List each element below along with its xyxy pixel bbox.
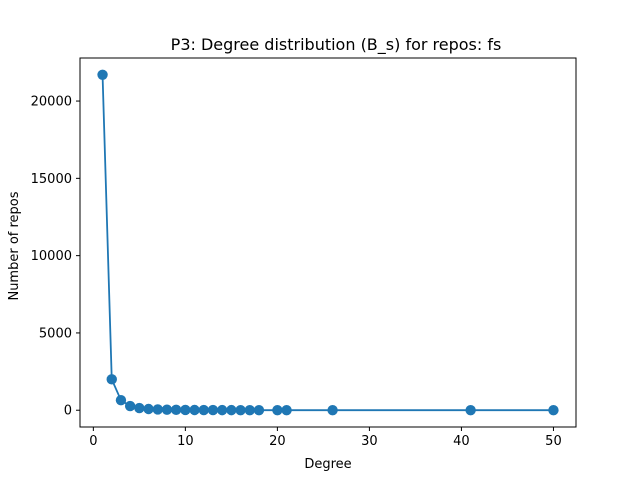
y-axis-label: Number of repos: [7, 191, 22, 300]
y-tick-label: 20000: [31, 95, 72, 110]
data-point: [327, 405, 338, 416]
x-tick-label: 10: [177, 434, 194, 449]
data-point: [235, 404, 246, 416]
data-point: [180, 404, 191, 416]
y-tick-label: 5000: [39, 326, 72, 341]
data-point: [465, 405, 476, 416]
data-point: [97, 69, 108, 80]
data-point: [134, 402, 145, 414]
data-point: [124, 400, 136, 412]
x-tick-label: 30: [361, 434, 378, 449]
data-point: [281, 405, 292, 416]
axes-frame: [79, 57, 577, 428]
plot-area: [97, 69, 559, 416]
data-point: [216, 404, 228, 416]
x-tick-label: 40: [453, 434, 470, 449]
data-point: [253, 404, 265, 416]
y-tick-label: 10000: [31, 249, 72, 264]
data-point: [244, 404, 255, 416]
data-point: [189, 404, 200, 416]
data-point: [161, 404, 173, 415]
x-tick-label: 50: [545, 434, 562, 449]
data-point: [207, 404, 219, 416]
data-point: [548, 405, 559, 416]
data-point: [226, 404, 237, 416]
axes: 0 10 20 30 40 50 0 5000 10000 15000 20000: [31, 57, 577, 449]
data-point: [106, 374, 117, 385]
x-tick-label: 0: [89, 434, 97, 449]
data-point: [152, 404, 163, 415]
data-point: [198, 404, 209, 416]
y-tick-label: 0: [64, 404, 72, 419]
data-point: [170, 404, 182, 416]
x-tick-label: 20: [269, 434, 286, 449]
data-point: [115, 394, 127, 406]
y-tick-label: 15000: [31, 172, 72, 187]
x-axis-label: Degree: [304, 457, 351, 472]
chart-title: P3: Degree distribution (B_s) for repos:…: [171, 35, 502, 55]
data-point: [143, 403, 154, 415]
data-point: [272, 404, 283, 416]
